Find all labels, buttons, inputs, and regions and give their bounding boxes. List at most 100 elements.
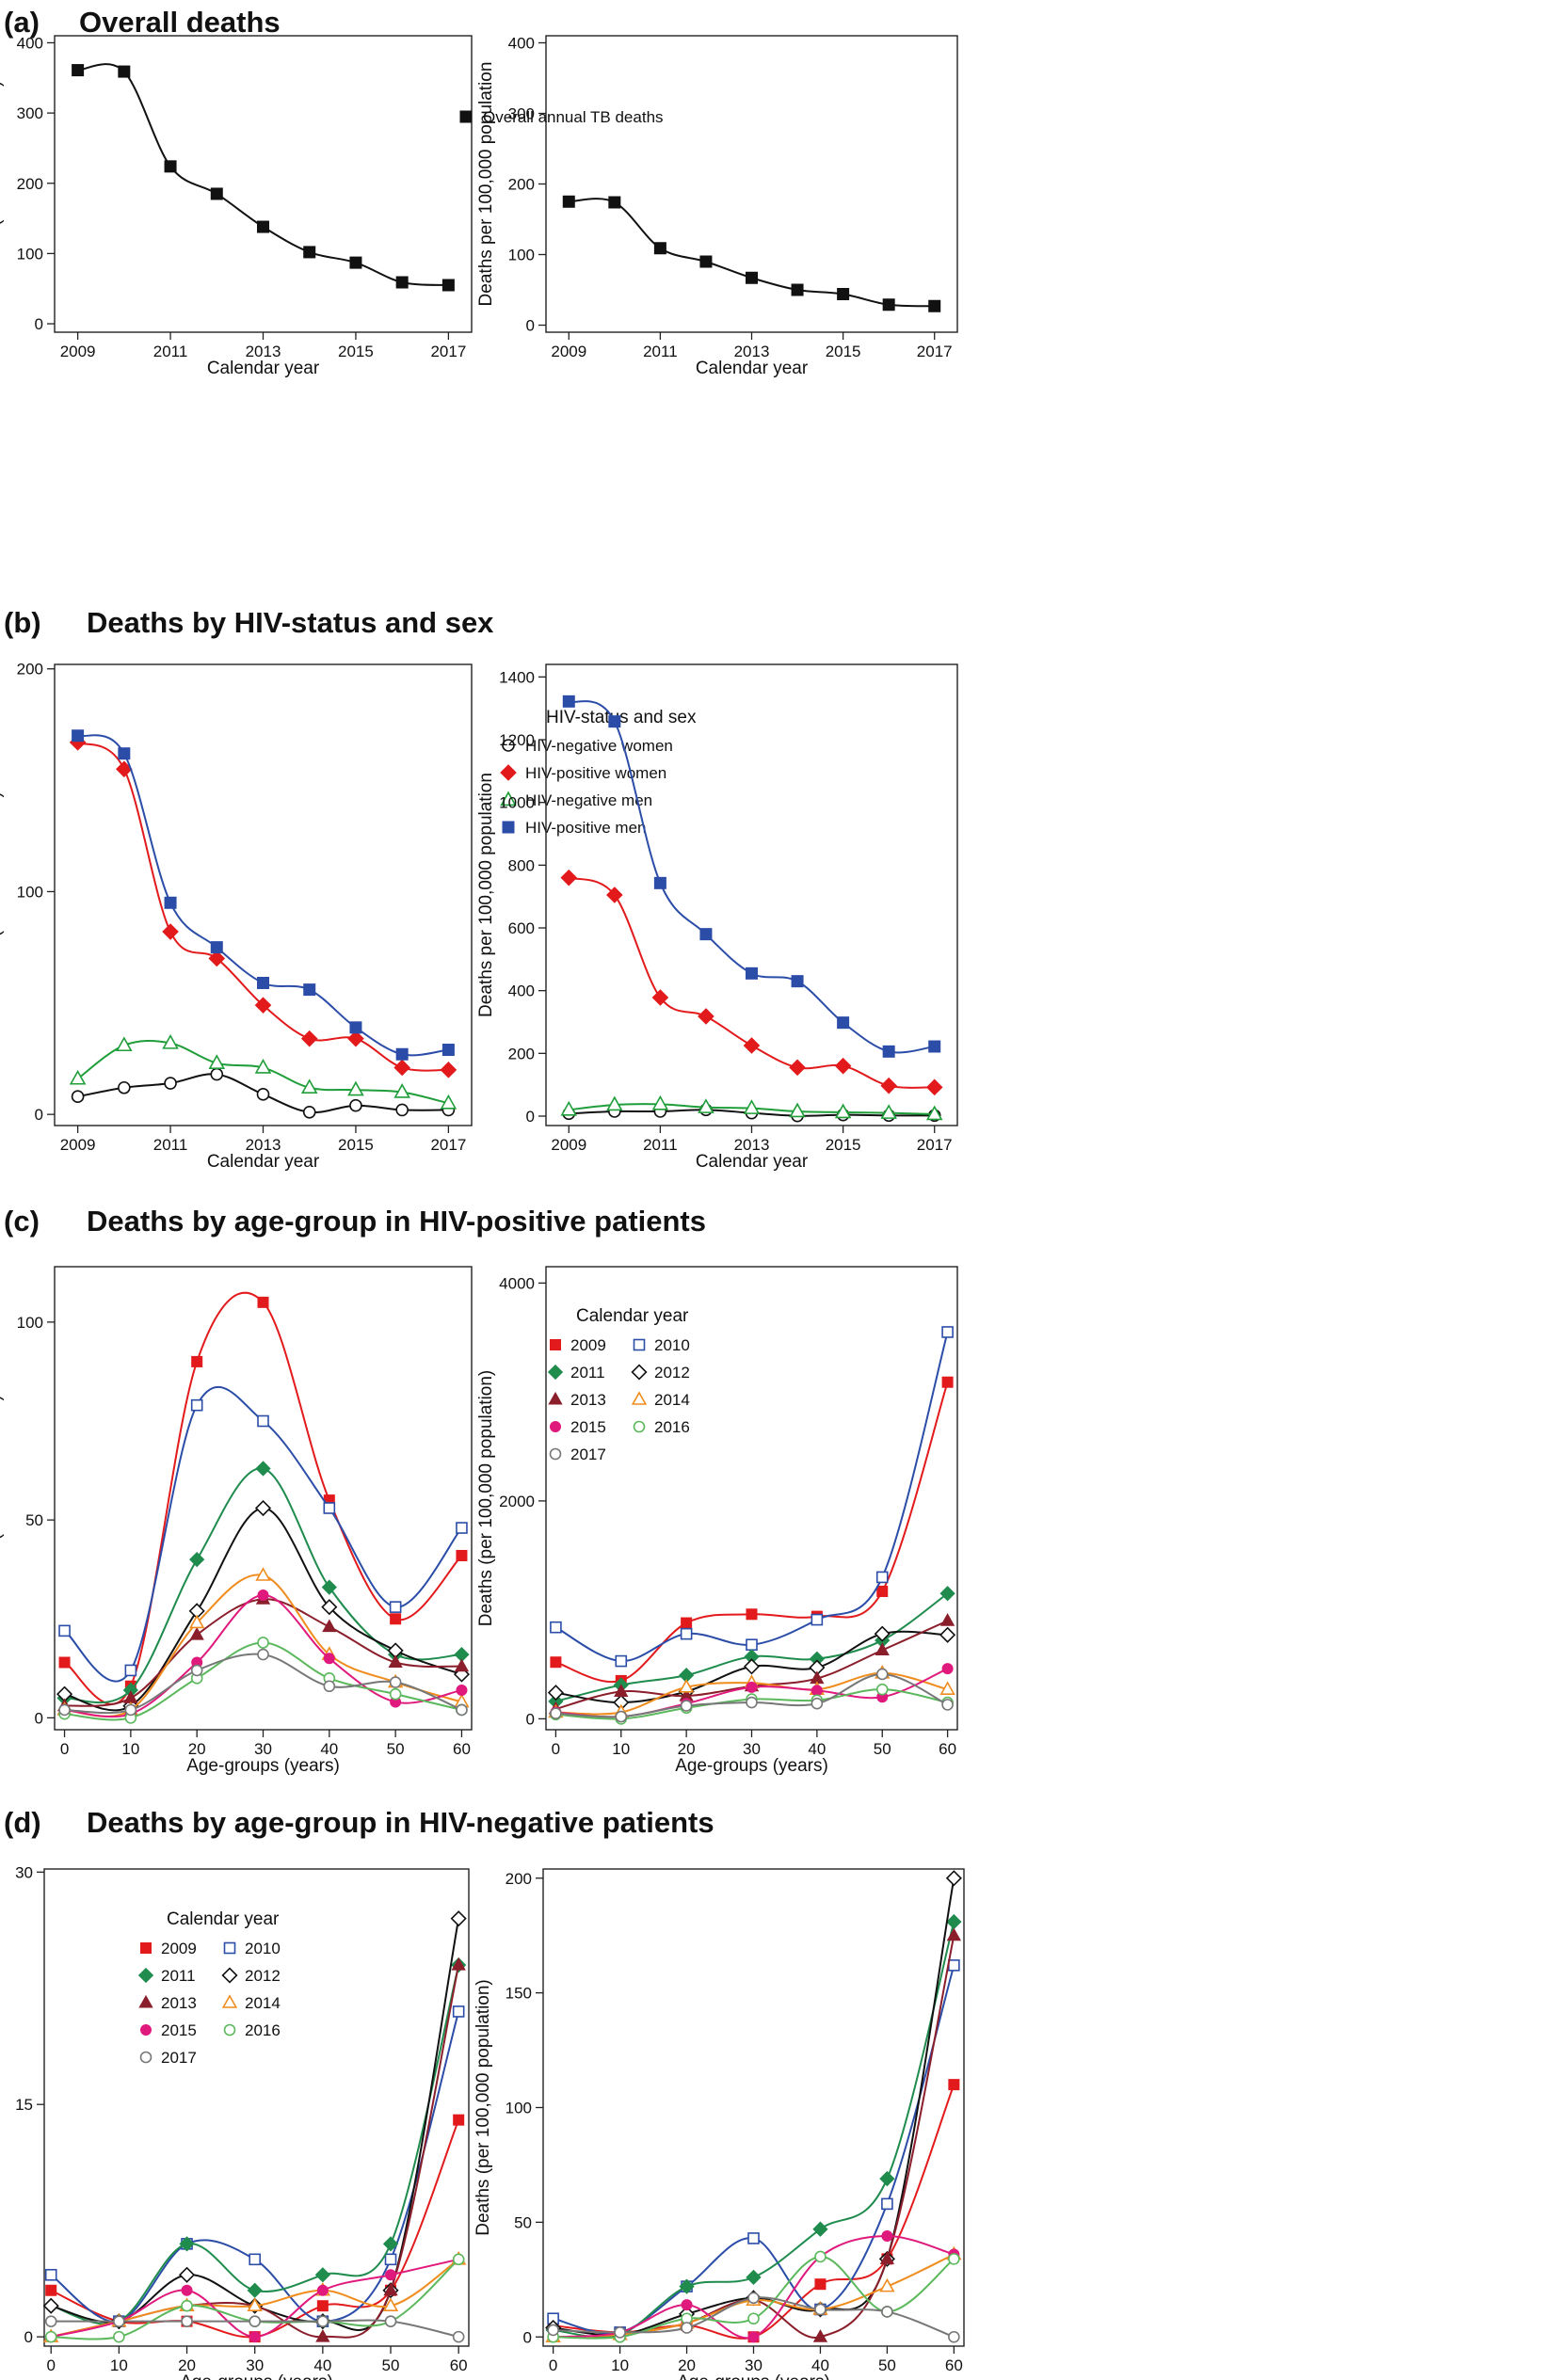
x-tick-label: 30 <box>743 1740 761 1758</box>
y-tick-label: 100 <box>508 247 535 264</box>
series-2010 <box>44 2005 465 2327</box>
data-point <box>814 2303 827 2316</box>
legend-label: 2011 <box>161 1967 196 1985</box>
x-tick-label: 2017 <box>430 343 466 360</box>
x-tick-label: 2009 <box>60 343 96 360</box>
x-tick-label: 30 <box>254 1740 272 1758</box>
legend: Overall annual TB deaths <box>459 108 664 126</box>
data-point <box>837 1016 850 1030</box>
y-tick-label: 200 <box>17 661 43 679</box>
data-point <box>164 160 177 173</box>
data-point <box>614 2326 626 2339</box>
series-line <box>77 63 449 286</box>
legend-label: 2015 <box>570 1418 606 1436</box>
data-point <box>746 1696 758 1709</box>
y-tick-label: 50 <box>25 1511 43 1529</box>
y-tick-label: 4000 <box>499 1274 535 1292</box>
data-point <box>300 1030 318 1047</box>
data-point <box>747 2312 760 2325</box>
x-tick-label: 2013 <box>734 343 770 360</box>
x-tick-label: 10 <box>110 2356 128 2374</box>
legend-marker <box>223 2023 236 2037</box>
series-line <box>553 1877 955 2337</box>
data-point <box>45 2284 57 2296</box>
data-point <box>181 2299 193 2312</box>
data-point <box>456 1703 468 1717</box>
data-point <box>440 1094 457 1110</box>
series-1 <box>560 869 943 1096</box>
legend: HIV-status and sex HIV-negative women HIV-… <box>500 708 697 837</box>
data-point <box>210 1067 224 1081</box>
y-tick-label: 15 <box>15 2096 33 2114</box>
x-tick-label: 50 <box>874 1740 891 1758</box>
x-tick-label: 20 <box>678 1740 696 1758</box>
data-point <box>941 1663 954 1675</box>
data-point <box>615 1710 628 1723</box>
data-point <box>254 1499 272 1517</box>
data-point <box>653 242 666 255</box>
data-point <box>314 2267 330 2283</box>
data-point <box>349 1098 362 1112</box>
data-point <box>316 2300 329 2312</box>
data-point <box>44 2330 57 2343</box>
data-point <box>791 975 804 988</box>
legend-label: 2013 <box>161 1994 197 2012</box>
x-tick-label: 2011 <box>153 343 188 360</box>
data-point <box>948 2330 960 2343</box>
data-point <box>124 1703 137 1717</box>
data-point <box>811 1613 824 1626</box>
x-tick-label: 2013 <box>246 343 281 360</box>
legend-title: Calendar year <box>576 1306 689 1326</box>
data-point <box>450 1910 467 1927</box>
x-tick-label: 40 <box>313 2356 331 2374</box>
legend-label: HIV-negative men <box>525 791 652 809</box>
legend-marker <box>631 1391 648 1405</box>
data-point <box>323 1653 335 1665</box>
data-point <box>789 1059 806 1077</box>
data-point <box>881 2230 893 2242</box>
data-point <box>388 1654 403 1669</box>
y-tick-label: 100 <box>17 883 43 901</box>
y-tick-label: 200 <box>17 175 43 193</box>
y-tick-label: 600 <box>508 919 535 937</box>
data-point <box>257 1414 269 1428</box>
y-tick-label: 0 <box>526 1108 535 1126</box>
section-titles: (a) Overall deaths (b) Deaths by HIV-sta… <box>4 6 714 1839</box>
y-axis-label: Deaths (absolute number) <box>0 791 5 998</box>
data-point <box>747 2331 760 2343</box>
legend-marker <box>137 1967 154 1984</box>
data-point <box>880 1104 897 1119</box>
data-point <box>948 2079 960 2091</box>
x-tick-label: 40 <box>808 1740 826 1758</box>
series-2 <box>560 1094 943 1121</box>
data-point <box>747 2292 760 2305</box>
data-point <box>441 279 455 292</box>
legend-marker <box>140 2024 152 2036</box>
y-tick-label: 100 <box>506 2100 532 2117</box>
data-point <box>837 288 850 300</box>
y-axis-label: Deaths (absolute number) <box>0 81 5 288</box>
data-point <box>321 1579 337 1595</box>
legend-marker <box>500 764 517 781</box>
data-point <box>323 1680 336 1693</box>
legend-marker <box>221 1994 238 2008</box>
legend-label: Overall annual TB deaths <box>483 108 664 126</box>
data-point <box>746 271 758 284</box>
data-point <box>834 1057 852 1075</box>
series-8 <box>550 1668 954 1723</box>
x-axis-label: Calendar year <box>207 359 320 378</box>
data-point <box>925 1105 943 1121</box>
x-tick-label: 0 <box>552 1740 560 1758</box>
data-point <box>606 1095 623 1111</box>
legend-marker <box>631 1364 648 1381</box>
x-axis-label: Calendar year <box>696 359 809 378</box>
data-point <box>814 2250 827 2263</box>
x-axis-label: Age-groups (years) <box>677 2372 830 2380</box>
series-line <box>50 2011 460 2323</box>
data-point <box>698 1098 714 1113</box>
x-tick-label: 2013 <box>734 1136 770 1154</box>
data-point <box>454 1658 470 1672</box>
data-point <box>452 2005 465 2018</box>
data-point <box>812 2221 828 2237</box>
